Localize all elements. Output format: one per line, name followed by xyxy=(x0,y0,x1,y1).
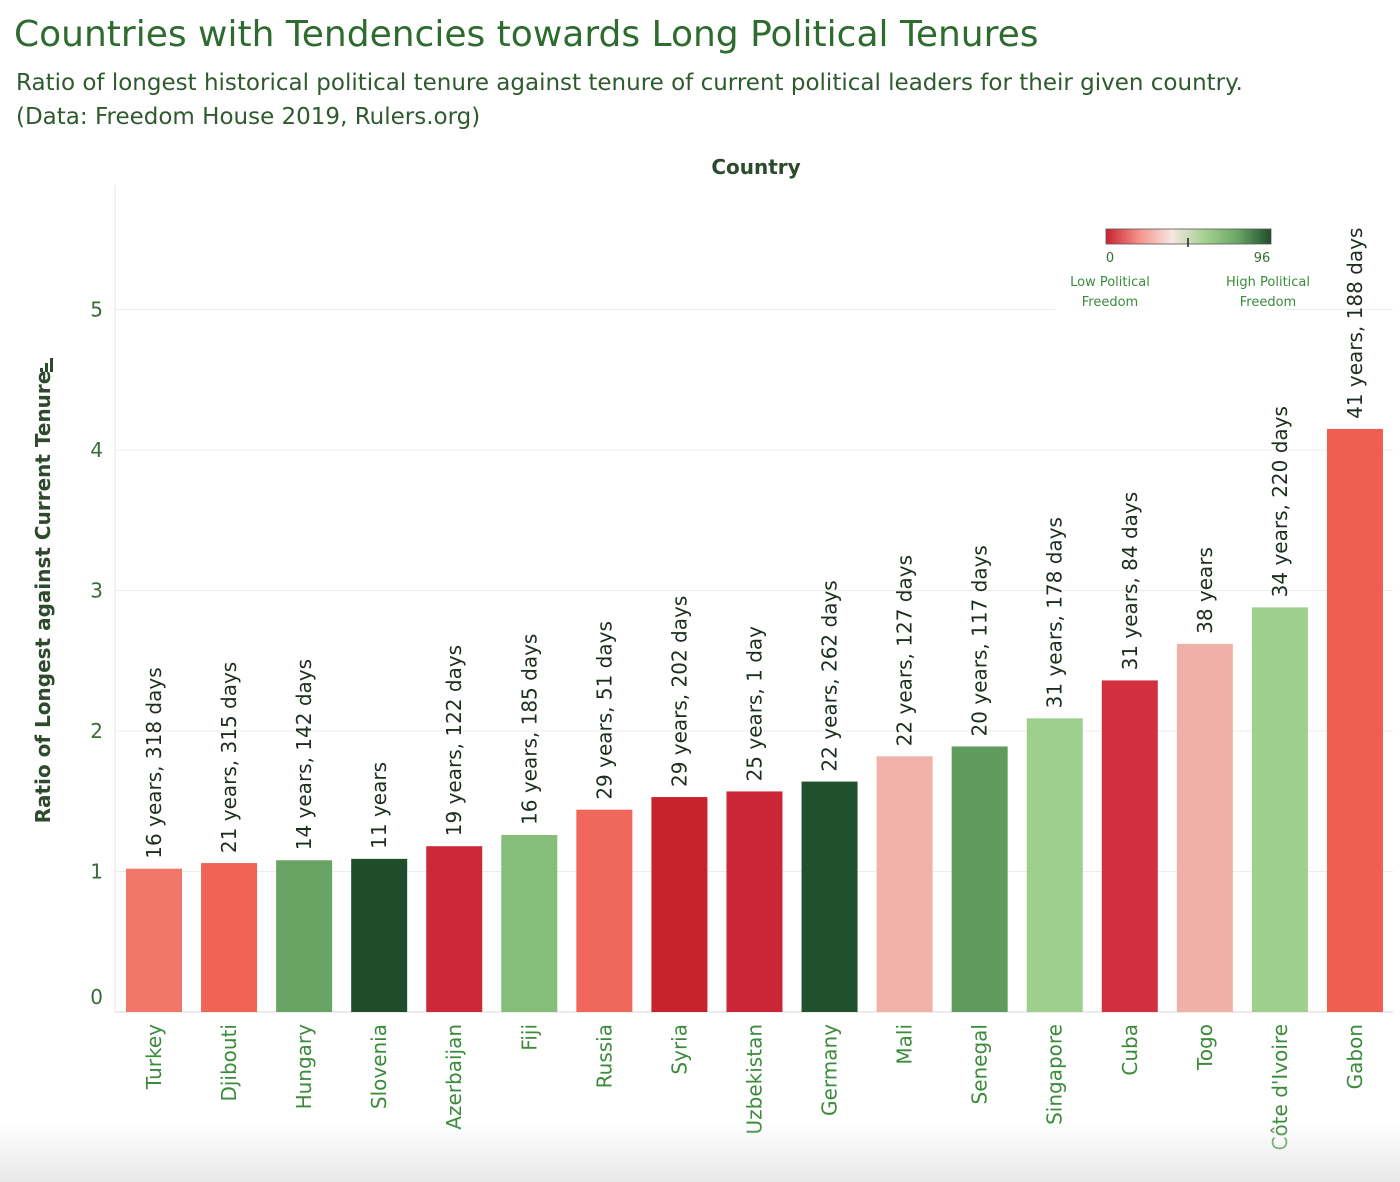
y-tick-label: 5 xyxy=(90,298,103,322)
y-axis-ticks: 0 1 2 3 4 5 xyxy=(90,298,103,1010)
bar-hungary[interactable] xyxy=(276,860,333,1012)
x-tick-label: Togo xyxy=(1193,1024,1217,1071)
bar-value-label: 31 years, 84 days xyxy=(1118,492,1142,671)
bar-azerbaijan[interactable] xyxy=(426,846,483,1012)
y-tick-label: 0 xyxy=(90,985,103,1009)
x-tick-label: Turkey xyxy=(142,1024,166,1090)
x-tick-label: Fiji xyxy=(517,1024,541,1051)
x-tick-label: Mali xyxy=(893,1024,917,1065)
bar-slovenia[interactable] xyxy=(351,858,408,1012)
bar-value-label: 16 years, 318 days xyxy=(142,667,166,858)
bar-uzbekistan[interactable] xyxy=(726,791,783,1012)
x-tick-label: Germany xyxy=(818,1024,842,1116)
bar-value-label: 29 years, 202 days xyxy=(667,596,691,787)
bar-value-label: 41 years, 188 days xyxy=(1343,228,1367,419)
bar-turkey[interactable] xyxy=(126,868,182,1012)
y-axis-title: Ratio of Longest against Current Tenure xyxy=(31,371,55,824)
bar-value-label: 11 years xyxy=(367,762,391,849)
bar-senegal[interactable] xyxy=(951,746,1008,1012)
legend-min-label: 0 xyxy=(1106,251,1114,266)
bar-russia[interactable] xyxy=(576,809,633,1012)
bar-fiji[interactable] xyxy=(501,834,558,1012)
x-tick-label: Cuba xyxy=(1118,1024,1142,1076)
bar-gabon[interactable] xyxy=(1326,428,1383,1012)
subtitle-line-1: Ratio of longest historical political te… xyxy=(16,70,1243,96)
legend-low-label-line1: Low Political xyxy=(1070,275,1150,290)
bottom-fade xyxy=(0,1122,1400,1182)
x-tick-label: Slovenia xyxy=(367,1024,391,1109)
y-tick-label: 1 xyxy=(90,860,103,884)
bar-value-label: 19 years, 122 days xyxy=(442,645,466,836)
bar-value-label: 34 years, 220 days xyxy=(1268,406,1292,597)
bar-mali[interactable] xyxy=(876,756,933,1012)
x-tick-label: Djibouti xyxy=(217,1024,241,1102)
legend-low-label-line2: Freedom xyxy=(1082,295,1138,310)
x-tick-label: Azerbaijan xyxy=(442,1024,466,1130)
bar-togo[interactable] xyxy=(1176,643,1233,1012)
chart-subtitle: Ratio of longest historical political te… xyxy=(16,66,1243,134)
bar-value-label: 20 years, 117 days xyxy=(968,545,992,736)
bar-value-label: 22 years, 262 days xyxy=(818,580,842,771)
sort-icon[interactable] xyxy=(40,358,53,372)
bar-singapore[interactable] xyxy=(1026,718,1083,1012)
x-tick-label: Singapore xyxy=(1043,1024,1067,1125)
bar-djibouti[interactable] xyxy=(201,863,258,1012)
bar-value-label: 38 years xyxy=(1193,547,1217,634)
y-tick-label: 4 xyxy=(90,438,103,462)
bar-labels: 16 years, 318 days 21 years, 315 days 14 y… xyxy=(142,228,1367,859)
y-tick-label: 2 xyxy=(90,719,103,743)
x-axis-ticks: Turkey Djibouti Hungary Slovenia Azerbaijan F… xyxy=(142,1024,1367,1151)
legend-high-label-line2: Freedom xyxy=(1240,295,1296,310)
legend-high-label-line1: High Political xyxy=(1226,275,1310,290)
legend-max-label: 96 xyxy=(1254,251,1271,266)
bar-value-label: 14 years, 142 days xyxy=(292,659,316,850)
x-tick-label: Russia xyxy=(592,1024,616,1088)
x-tick-label: Gabon xyxy=(1343,1024,1367,1089)
bar-value-label: 22 years, 127 days xyxy=(893,555,917,746)
y-tick-label: 3 xyxy=(90,579,103,603)
bar-cuba[interactable] xyxy=(1101,680,1158,1012)
x-tick-label: Senegal xyxy=(968,1024,992,1105)
bar-value-label: 25 years, 1 day xyxy=(742,626,766,782)
bar-value-label: 16 years, 185 days xyxy=(517,634,541,825)
chart-title: Countries with Tendencies towards Long P… xyxy=(14,14,1039,55)
bar-germany[interactable] xyxy=(801,781,858,1012)
subtitle-line-2: (Data: Freedom House 2019, Rulers.org) xyxy=(16,104,481,130)
color-legend: 0 96 Low Political Freedom High Politica… xyxy=(1055,220,1310,318)
bars xyxy=(126,428,1383,1012)
x-tick-label: Hungary xyxy=(292,1024,316,1110)
x-tick-label: Syria xyxy=(667,1024,691,1075)
bar-value-label: 21 years, 315 days xyxy=(217,662,241,853)
bar-syria[interactable] xyxy=(651,797,708,1012)
bar-value-label: 29 years, 51 days xyxy=(592,621,616,800)
x-axis-title: Country xyxy=(711,155,800,179)
bar-value-label: 31 years, 178 days xyxy=(1043,517,1067,708)
bar-c-te-d-ivoire[interactable] xyxy=(1251,607,1308,1012)
x-tick-label: Uzbekistan xyxy=(742,1024,766,1134)
